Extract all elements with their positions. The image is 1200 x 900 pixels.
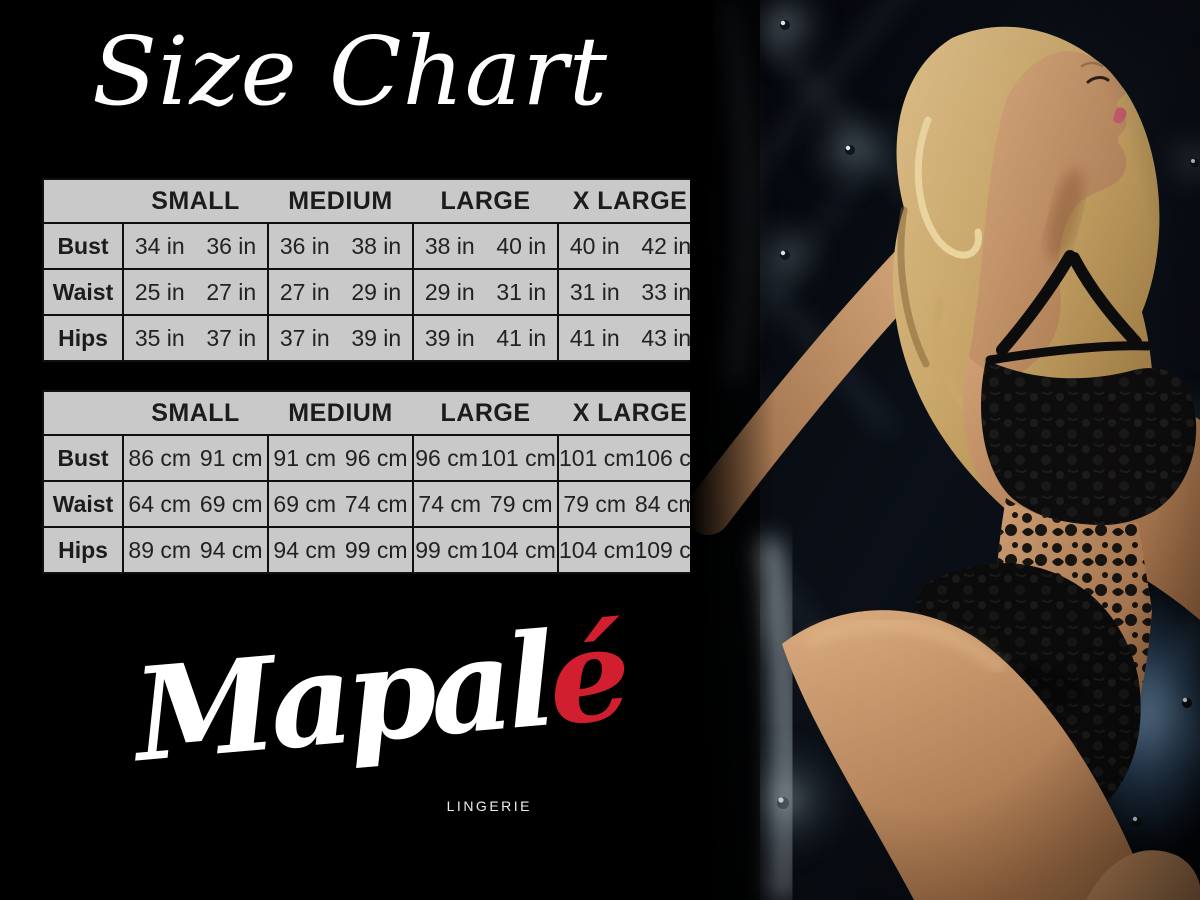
brand-wordmark: Mapalé: [129, 599, 631, 791]
size-value: 86 cm: [128, 444, 192, 471]
size-value: 40 in: [569, 232, 620, 259]
left-edge-fade: [690, 0, 775, 900]
size-value: 101 cm: [559, 444, 635, 471]
size-value: 39 in: [424, 324, 475, 351]
size-value: 101 cm: [480, 444, 556, 471]
size-value: 31 in: [569, 278, 620, 305]
row-label: Waist: [43, 268, 124, 316]
row-label: Hips: [43, 526, 124, 574]
size-value: 43 in: [641, 324, 692, 351]
brand-tagline: LINGERIE: [446, 798, 532, 814]
brand-logo: Mapalé LINGERIE: [30, 599, 730, 814]
column-header-large: LARGE: [413, 179, 558, 224]
size-value: 91 cm: [273, 444, 337, 471]
size-value: 89 cm: [128, 536, 192, 563]
size-value: 42 in: [641, 232, 692, 259]
size-value: 36 in: [279, 232, 330, 259]
column-header-xlarge: X LARGE: [558, 391, 703, 436]
table-row-waist: Waist 25 in 27 in 27 in 29 in 29 in 31 in 3…: [43, 268, 704, 316]
size-value: 69 cm: [273, 490, 337, 517]
corner-cell: [43, 391, 123, 436]
size-value: 37 in: [206, 324, 257, 351]
size-value: 36 in: [206, 232, 257, 259]
size-value: 99 cm: [344, 536, 408, 563]
size-value: 40 in: [496, 232, 547, 259]
size-value: 79 cm: [563, 490, 627, 517]
model-photo: Blonde model in a black lace bodysuit le…: [690, 0, 1200, 900]
size-value: 27 in: [279, 278, 330, 305]
brand-wordmark-main: Mapal: [128, 605, 556, 792]
table-row-hips: Hips 89 cm 94 cm 94 cm 99 cm 99 cm 104 cm 1…: [43, 526, 710, 574]
size-value: 96 cm: [344, 444, 408, 471]
model-photo-illustration: Blonde model in a black lace bodysuit le…: [690, 0, 1200, 900]
size-value: 29 in: [351, 278, 402, 305]
size-value: 69 cm: [199, 490, 263, 517]
size-value: 94 cm: [273, 536, 337, 563]
column-header-small: SMALL: [123, 391, 268, 436]
chart-column: Size Chart SMALL MEDIUM LARGE X LARGE Bu…: [42, 17, 710, 814]
size-value: 37 in: [279, 324, 330, 351]
size-value: 27 in: [206, 278, 257, 305]
size-value: 74 cm: [418, 490, 482, 517]
column-header-medium: MEDIUM: [268, 179, 413, 224]
table-row-bust: Bust 86 cm 91 cm 91 cm 96 cm 96 cm 101 cm 1…: [43, 434, 710, 482]
size-value: 38 in: [424, 232, 475, 259]
size-value: 34 in: [134, 232, 185, 259]
size-value: 29 in: [424, 278, 475, 305]
table-row-bust: Bust 34 in 36 in 36 in 38 in 38 in 40 in 40…: [43, 222, 704, 270]
row-label: Waist: [43, 480, 124, 528]
header-row: SMALL MEDIUM LARGE X LARGE: [43, 391, 703, 436]
size-value: 35 in: [134, 324, 185, 351]
size-value: 91 cm: [199, 444, 263, 471]
brand-wordmark-accent: é: [542, 598, 632, 755]
size-value: 104 cm: [559, 536, 635, 563]
size-value: 31 in: [496, 278, 547, 305]
table-row-waist: Waist 64 cm 69 cm 69 cm 74 cm 74 cm 79 cm 7…: [43, 480, 704, 528]
header-row: SMALL MEDIUM LARGE X LARGE: [43, 179, 703, 224]
size-value: 64 cm: [128, 490, 192, 517]
size-value: 41 in: [496, 324, 547, 351]
size-value: 104 cm: [480, 536, 556, 563]
size-value: 38 in: [351, 232, 402, 259]
table-row-hips: Hips 35 in 37 in 37 in 39 in 39 in 41 in 41…: [43, 314, 704, 362]
size-value: 94 cm: [199, 536, 263, 563]
size-value: 25 in: [134, 278, 185, 305]
size-value: 41 in: [569, 324, 620, 351]
size-value: 33 in: [641, 278, 692, 305]
size-value: 84 cm: [634, 490, 698, 517]
column-header-medium: MEDIUM: [268, 391, 413, 436]
size-table-inches: SMALL MEDIUM LARGE X LARGE Bust 34 in 36 …: [42, 178, 704, 362]
size-value: 96 cm: [415, 444, 478, 471]
column-header-small: SMALL: [123, 179, 268, 224]
size-value: 39 in: [351, 324, 402, 351]
size-value: 79 cm: [489, 490, 553, 517]
row-label: Bust: [43, 434, 124, 482]
size-value: 74 cm: [344, 490, 408, 517]
corner-cell: [43, 179, 123, 224]
row-label: Bust: [43, 222, 124, 270]
size-value: 99 cm: [415, 536, 478, 563]
size-table-centimeters: SMALL MEDIUM LARGE X LARGE Bust 86 cm 91 …: [42, 390, 710, 574]
column-header-large: LARGE: [413, 391, 558, 436]
column-header-xlarge: X LARGE: [558, 179, 703, 224]
page-title: Size Chart: [91, 17, 609, 127]
row-label: Hips: [43, 314, 124, 362]
